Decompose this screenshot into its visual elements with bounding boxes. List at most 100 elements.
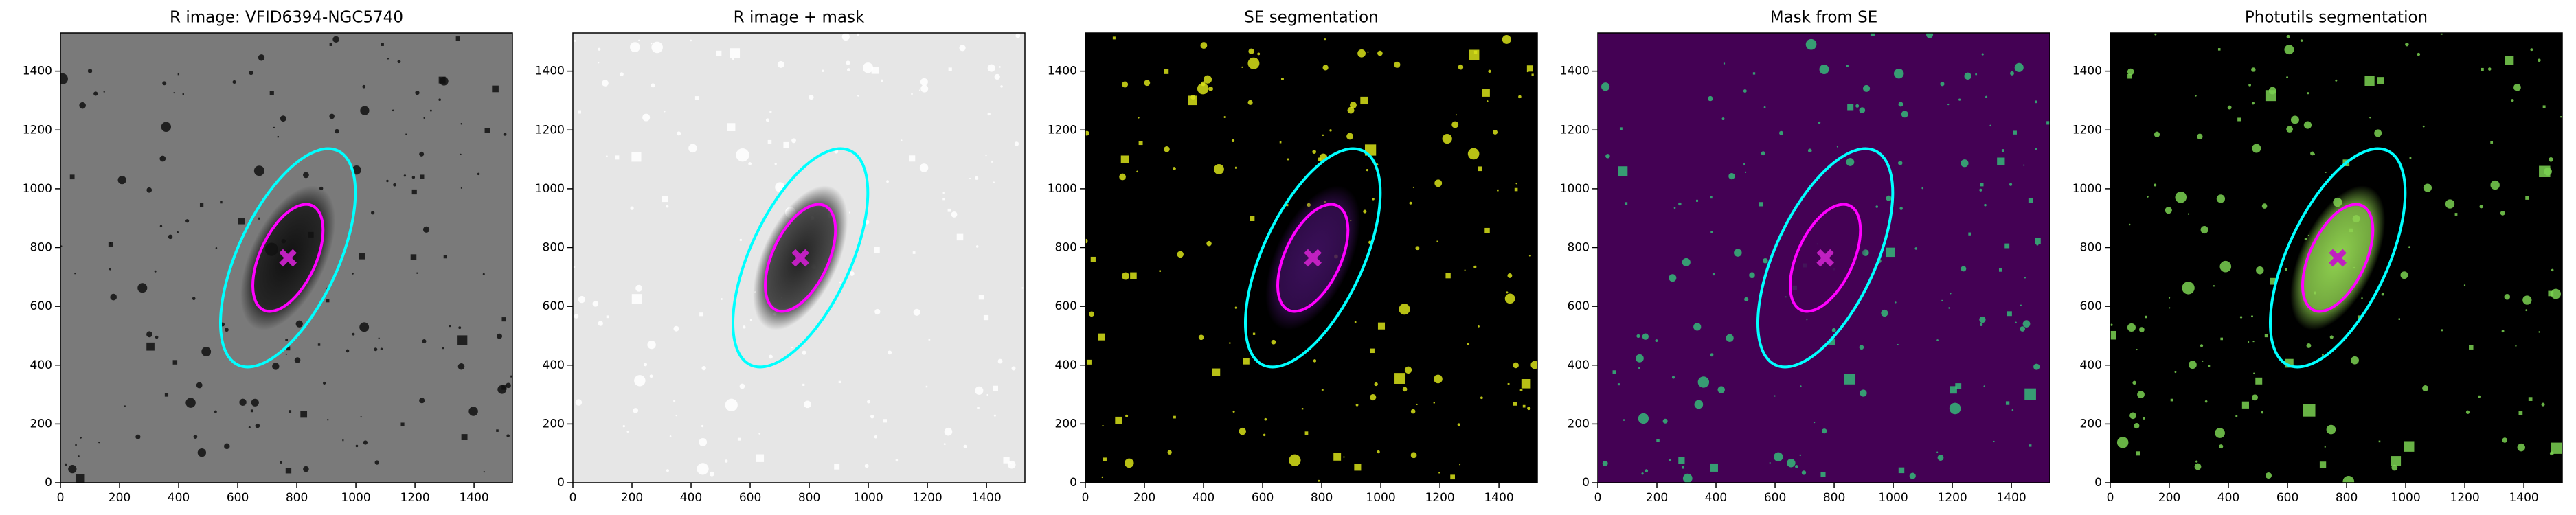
source: [1354, 464, 1362, 471]
x-tick-label: 200: [109, 491, 131, 505]
source: [1682, 473, 1693, 483]
source: [108, 242, 113, 247]
source: [1318, 157, 1322, 161]
source: [1144, 80, 1151, 87]
source: [1167, 450, 1172, 455]
source: [1280, 77, 1284, 80]
source: [1846, 158, 1855, 166]
source: [2204, 400, 2208, 403]
source: [606, 155, 608, 157]
source: [1138, 141, 1143, 146]
source: [1197, 82, 1209, 95]
source: [1897, 343, 1899, 345]
source: [620, 72, 624, 76]
source: [1980, 323, 1983, 326]
source: [93, 91, 98, 96]
source: [1795, 465, 1798, 468]
aperture-ellipse: [2268, 147, 2407, 369]
source: [777, 60, 784, 68]
source: [501, 317, 506, 322]
source: [1321, 389, 1324, 391]
source: [303, 172, 309, 179]
source: [146, 342, 155, 351]
source: [1734, 249, 1742, 257]
source: [1478, 166, 1482, 172]
source: [1003, 457, 1010, 464]
source: [1000, 85, 1003, 88]
source: [2398, 318, 2400, 320]
source: [1507, 273, 1513, 278]
source: [666, 469, 670, 472]
y-tick-label: 0: [1070, 476, 1077, 490]
source: [969, 177, 971, 179]
source: [2505, 56, 2514, 65]
source: [1710, 353, 1714, 357]
source: [1860, 389, 1867, 397]
source: [2490, 180, 2500, 190]
x-tick-label: 0: [569, 491, 577, 505]
source: [2134, 423, 2140, 429]
source: [951, 211, 958, 218]
y-tick-label: 600: [1568, 299, 1590, 313]
source: [1787, 459, 1796, 468]
source: [993, 385, 998, 391]
source: [326, 299, 330, 303]
source: [386, 179, 389, 183]
panel-title: Mask from SE: [1770, 9, 1878, 27]
x-tick-label: 600: [2276, 491, 2298, 505]
source: [197, 448, 207, 457]
source: [1007, 460, 1016, 469]
source: [1086, 359, 1092, 365]
source: [1402, 387, 1408, 392]
source: [1694, 400, 1704, 409]
source: [2116, 437, 2129, 448]
source: [697, 463, 709, 475]
source: [2165, 207, 2172, 214]
source: [975, 176, 979, 180]
source: [1761, 151, 1765, 156]
source: [225, 328, 229, 332]
source: [378, 337, 380, 339]
source: [1958, 98, 1961, 101]
source: [769, 111, 772, 113]
y-tick-label: 200: [2080, 417, 2102, 431]
source: [987, 64, 995, 72]
source: [1370, 348, 1375, 354]
source: [630, 206, 634, 210]
source: [857, 95, 859, 97]
source: [1886, 195, 1892, 201]
source: [1601, 82, 1610, 91]
source: [332, 36, 339, 43]
source: [1377, 450, 1380, 454]
source: [1985, 95, 1988, 98]
source: [346, 349, 350, 353]
source: [602, 80, 609, 87]
source: [1774, 452, 1783, 461]
source: [2202, 360, 2204, 362]
source: [575, 399, 583, 406]
source: [2364, 76, 2375, 87]
source: [294, 357, 301, 363]
source: [2454, 213, 2458, 216]
source: [419, 151, 425, 157]
source: [1487, 100, 1489, 102]
source: [2351, 356, 2359, 365]
source: [1526, 65, 1533, 72]
y-tick-label: 400: [30, 358, 52, 372]
source: [1355, 403, 1359, 407]
source: [2322, 354, 2324, 356]
source: [2129, 412, 2136, 420]
source: [1377, 50, 1383, 56]
source: [461, 434, 468, 440]
source: [2132, 380, 2136, 385]
source: [419, 398, 425, 404]
source: [1085, 238, 1088, 244]
x-tick-label: 0: [1594, 491, 1602, 505]
source: [1744, 171, 1747, 173]
source: [1846, 65, 1849, 67]
source: [1115, 416, 1122, 424]
source: [1200, 42, 1208, 49]
source: [2200, 226, 2208, 234]
source: [2542, 105, 2546, 108]
source: [460, 187, 462, 189]
